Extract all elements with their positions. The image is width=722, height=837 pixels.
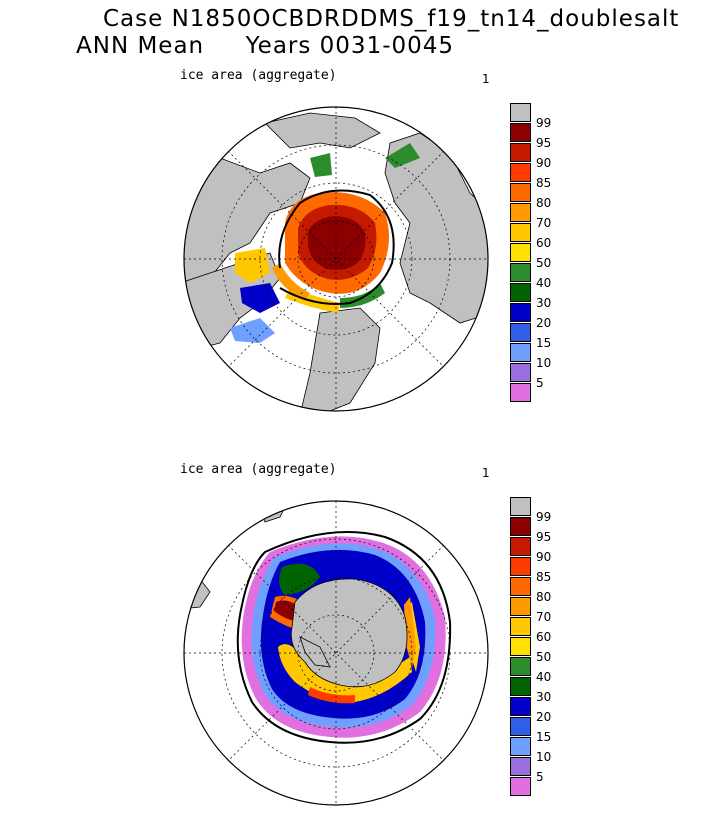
panel2-label: ice area (aggregate) [180,462,337,477]
colorbar-swatch [510,183,531,202]
colorbar-swatch [510,557,531,576]
colorbar-swatch [510,597,531,616]
colorbar-swatch [510,163,531,182]
panel2-number: 1 [482,466,490,480]
colorbar-label: 95 [536,530,552,544]
colorbar-swatch [510,697,531,716]
colorbar-swatch [510,143,531,162]
colorbar-label: 80 [536,196,552,210]
panel1-number: 1 [482,72,490,86]
colorbar-label: 85 [536,570,552,584]
colorbar-swatch [510,283,531,302]
colorbar-swatch [510,657,531,676]
colorbar-label: 85 [536,176,552,190]
colorbar-swatch [510,203,531,222]
colorbar-swatch [510,383,531,402]
colorbar-swatch [510,243,531,262]
colorbar-swatch [510,577,531,596]
colorbar-label: 15 [536,730,552,744]
colorbar-swatch [510,343,531,362]
colorbar-label: 95 [536,136,552,150]
colorbar-label: 99 [536,116,552,130]
colorbar-label: 30 [536,690,552,704]
panel1-label: ice area (aggregate) [180,68,337,83]
colorbar-label: 50 [536,256,552,270]
south-polar-map [183,500,489,806]
colorbar-label: 99 [536,510,552,524]
colorbar-swatch [510,497,531,516]
colorbar-label: 5 [536,770,544,784]
colorbar-label: 70 [536,610,552,624]
colorbar-swatch [510,637,531,656]
colorbar-swatch [510,517,531,536]
colorbar-label: 15 [536,336,552,350]
colorbar-label: 60 [536,630,552,644]
colorbar-swatch [510,263,531,282]
colorbar-swatch [510,677,531,696]
colorbar-swatch [510,717,531,736]
colorbar-label: 90 [536,550,552,564]
colorbar-label: 40 [536,670,552,684]
colorbar-label: 20 [536,710,552,724]
colorbar-swatch [510,363,531,382]
colorbar-label: 90 [536,156,552,170]
period-title: ANN Mean Years 0031-0045 [76,33,455,59]
colorbar-swatch [510,737,531,756]
case-title: Case N1850OCBDRDDMS_f19_tn14_doublesalt [103,6,680,32]
colorbar-swatch [510,303,531,322]
north-polar-map [183,106,489,412]
colorbar-label: 20 [536,316,552,330]
colorbar-label: 60 [536,236,552,250]
colorbar-label: 5 [536,376,544,390]
colorbar-label: 80 [536,590,552,604]
colorbar-swatch [510,757,531,776]
colorbar-label: 30 [536,296,552,310]
colorbar-label: 10 [536,750,552,764]
colorbar-swatch [510,617,531,636]
colorbar-label: 50 [536,650,552,664]
colorbar-swatch [510,123,531,142]
colorbar-label: 70 [536,216,552,230]
colorbar-swatch [510,103,531,122]
colorbar-swatch [510,537,531,556]
colorbar-label: 40 [536,276,552,290]
colorbar-swatch [510,223,531,242]
colorbar-label: 10 [536,356,552,370]
colorbar-swatch [510,323,531,342]
colorbar-swatch [510,777,531,796]
